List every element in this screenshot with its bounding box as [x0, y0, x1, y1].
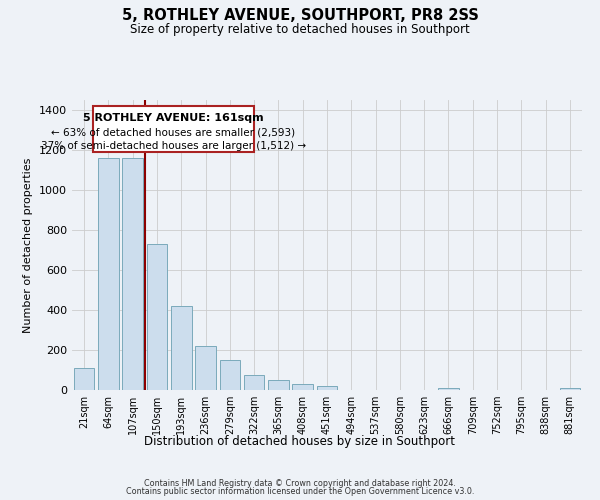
Text: Contains public sector information licensed under the Open Government Licence v3: Contains public sector information licen…	[126, 487, 474, 496]
Bar	[122, 158, 143, 390]
Text: 37% of semi-detached houses are larger (1,512) →: 37% of semi-detached houses are larger (…	[41, 141, 306, 151]
Text: 5 ROTHLEY AVENUE: 161sqm: 5 ROTHLEY AVENUE: 161sqm	[83, 113, 264, 123]
Bar	[560, 388, 580, 390]
Bar	[171, 306, 191, 390]
Text: Distribution of detached houses by size in Southport: Distribution of detached houses by size …	[145, 435, 455, 448]
Text: Contains HM Land Registry data © Crown copyright and database right 2024.: Contains HM Land Registry data © Crown c…	[144, 478, 456, 488]
Bar	[268, 380, 289, 390]
Text: 5, ROTHLEY AVENUE, SOUTHPORT, PR8 2SS: 5, ROTHLEY AVENUE, SOUTHPORT, PR8 2SS	[122, 8, 478, 22]
Bar	[317, 386, 337, 390]
Bar	[74, 368, 94, 390]
Y-axis label: Number of detached properties: Number of detached properties	[23, 158, 34, 332]
Bar	[292, 384, 313, 390]
Bar	[146, 244, 167, 390]
Bar	[438, 388, 459, 390]
Bar	[220, 360, 240, 390]
Bar	[195, 346, 216, 390]
Bar	[92, 106, 254, 152]
Text: Size of property relative to detached houses in Southport: Size of property relative to detached ho…	[130, 22, 470, 36]
Bar	[98, 158, 119, 390]
Bar	[244, 375, 265, 390]
Text: ← 63% of detached houses are smaller (2,593): ← 63% of detached houses are smaller (2,…	[52, 127, 295, 137]
